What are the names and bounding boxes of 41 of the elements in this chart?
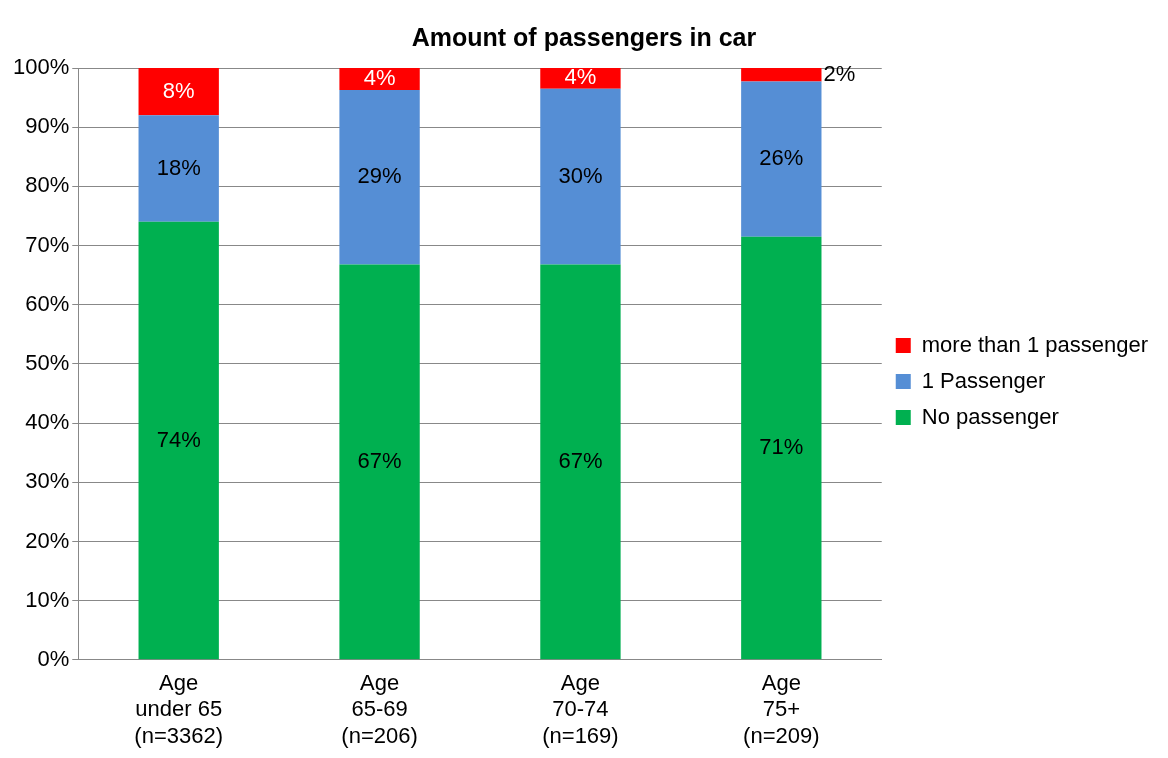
bar	[540, 264, 621, 660]
bar	[741, 68, 822, 82]
x-tick-label: Age 70-74 (n=169)	[542, 670, 619, 748]
data-label: 18%	[156, 154, 201, 180]
legend-label: 1 Passenger	[921, 367, 1046, 393]
y-tick-label: 10%	[25, 586, 70, 612]
data-label: 4%	[363, 65, 396, 91]
data-label: 67%	[558, 447, 603, 473]
bar	[138, 68, 219, 116]
data-label: 67%	[357, 447, 402, 473]
bar	[339, 264, 420, 660]
y-tick-label: 40%	[25, 409, 70, 435]
legend-label: more than 1 passenger	[921, 331, 1149, 357]
y-tick-label: 90%	[25, 113, 70, 139]
data-label: 4%	[564, 64, 597, 90]
bar	[741, 236, 822, 660]
bar	[540, 88, 621, 265]
bar	[138, 221, 219, 660]
data-label: 74%	[156, 426, 201, 452]
y-tick-label: 80%	[25, 172, 70, 198]
data-label: 71%	[759, 434, 804, 460]
y-tick-label: 70%	[25, 231, 70, 257]
chart-title: Amount of passengers in car	[411, 22, 757, 51]
legend-label: No passenger	[921, 403, 1059, 429]
y-tick-label: 20%	[25, 527, 70, 553]
data-label: 8%	[162, 77, 195, 103]
bar	[138, 115, 219, 222]
bar	[741, 81, 822, 237]
y-tick-label: 60%	[25, 290, 70, 316]
data-label: 26%	[759, 145, 804, 171]
data-label: 2%	[823, 60, 856, 86]
y-tick-label: 50%	[25, 349, 70, 375]
x-tick-label: Age under 65 (n=3362)	[134, 670, 224, 748]
x-tick-label: Age 75+ (n=209)	[743, 670, 820, 748]
data-label: 30%	[558, 162, 603, 188]
bar	[339, 89, 420, 265]
y-tick-label: 30%	[25, 468, 70, 494]
y-tick-label: 0%	[37, 645, 70, 671]
y-tick-label: 100%	[12, 54, 70, 80]
data-label: 29%	[357, 163, 402, 189]
x-tick-label: Age 65-69 (n=206)	[341, 670, 418, 748]
